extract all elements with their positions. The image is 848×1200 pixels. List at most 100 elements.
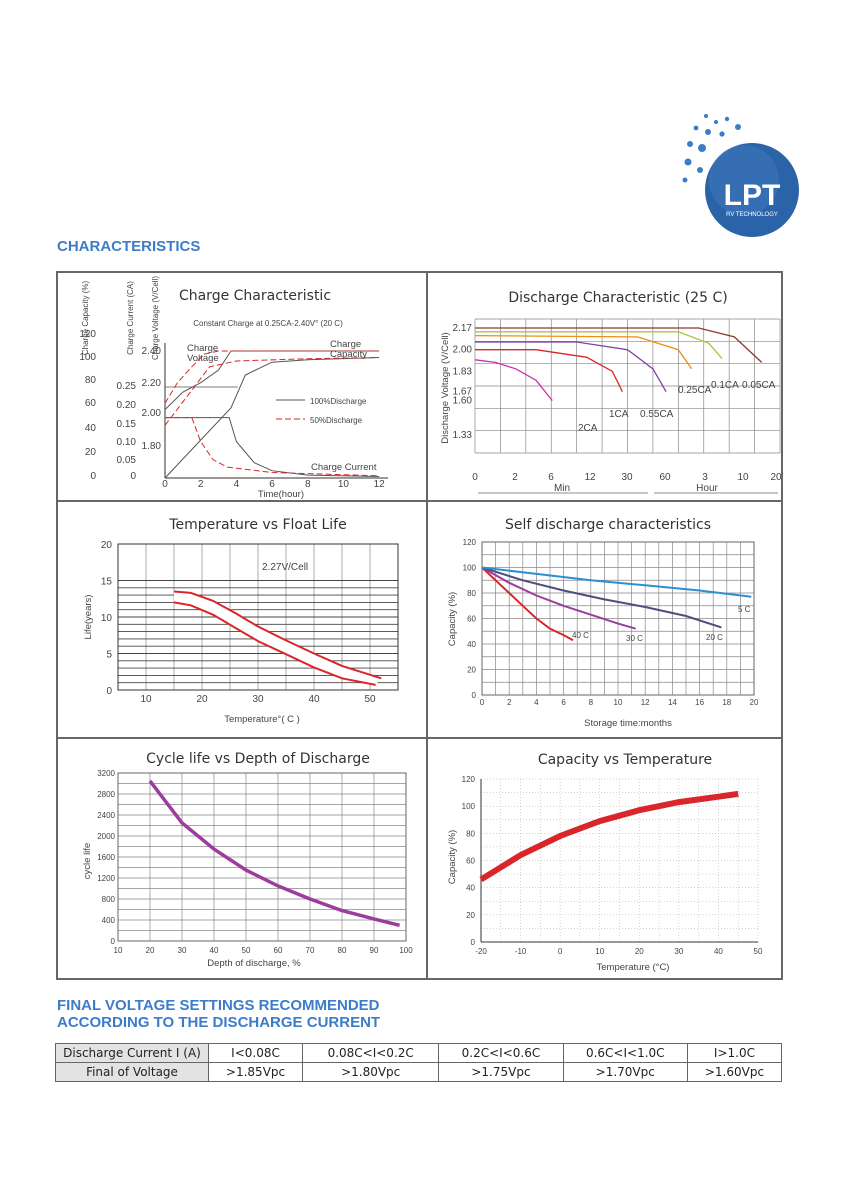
y-tick: 10: [101, 613, 113, 624]
lpt-logo: LPT RV TECHNOLOGY: [680, 110, 800, 240]
table-cell: >1.80Vpc: [302, 1062, 440, 1082]
y-tick: 0: [472, 691, 477, 700]
annotation-charge-voltage-2: Voltage: [187, 353, 219, 364]
series-line: [481, 566, 722, 629]
table-cell: Final of Voltage: [55, 1062, 209, 1082]
series-line: [481, 566, 636, 630]
y-tick: 80: [467, 589, 476, 598]
x-tick: 100: [399, 946, 413, 955]
y-tick: 100: [462, 802, 476, 811]
x-tick: 60: [659, 472, 671, 483]
x-tick: 0: [558, 947, 563, 956]
x-tick: 8: [589, 698, 594, 707]
x-axis-label: Temperature (°C): [597, 962, 670, 973]
x-unit-min: Min: [554, 483, 570, 494]
y-tick: 20: [466, 911, 475, 920]
series-line: [475, 327, 763, 363]
series-line: [164, 350, 380, 410]
series-line: [165, 417, 380, 477]
x-tick: 6: [269, 479, 275, 490]
x-tick: 2: [198, 479, 204, 490]
y-tick: 40: [466, 884, 475, 893]
y-tick: 1200: [97, 874, 115, 883]
chart-title: Temperature vs Float Life: [168, 517, 346, 533]
annotation-charge-current: Charge Current: [311, 462, 377, 473]
series-label: 0.25CA: [678, 385, 712, 396]
capacity-tick: 80: [85, 375, 97, 386]
x-tick: 2: [507, 698, 512, 707]
life-band: [174, 591, 382, 685]
x-tick: 12: [641, 698, 650, 707]
series-line: [164, 357, 380, 426]
y-tick: 80: [466, 829, 475, 838]
charge-characteristic-panel: Charge Characteristic Constant Charge at …: [58, 273, 426, 500]
x-tick: 10: [595, 947, 604, 956]
series-label: 40 C: [572, 631, 589, 640]
x-unit-hour: Hour: [696, 483, 718, 494]
y-tick: 2000: [97, 832, 115, 841]
y-axis-label: Capacity (%): [447, 830, 458, 884]
x-tick: 12: [374, 479, 386, 490]
y-tick: 0: [106, 686, 112, 697]
x-tick: 70: [306, 946, 315, 955]
x-tick: 18: [722, 698, 731, 707]
y-axis-label: Capacity (%): [447, 592, 458, 646]
x-tick: 0: [162, 479, 168, 490]
series-label: 0.1CA: [711, 380, 739, 391]
voltage-tick: 2.20: [142, 378, 162, 389]
y-tick: 1.83: [453, 366, 473, 377]
x-tick: 16: [695, 698, 704, 707]
float-life-panel: Temperature vs Float Life 2.27V/Cell 20 15 1…: [58, 502, 426, 737]
x-tick: 60: [274, 946, 283, 955]
y-tick: 0: [471, 938, 476, 947]
series-label: 5 C: [738, 605, 751, 614]
series-label: 1CA: [609, 409, 629, 420]
y-tick: 1.67: [453, 387, 473, 398]
capacity-tick: 40: [85, 423, 97, 434]
table-cell: Discharge Current I (A): [55, 1043, 209, 1063]
plot-border: [481, 541, 755, 696]
x-tick: 14: [668, 698, 677, 707]
series-label: 2CA: [578, 423, 598, 434]
y-tick: 120: [463, 538, 477, 547]
series-line: [148, 779, 401, 927]
x-tick: 10: [140, 694, 152, 705]
y-tick: 3200: [97, 769, 115, 778]
chart-title: Capacity vs Temperature: [538, 752, 712, 768]
series-label: 0.05CA: [742, 380, 776, 391]
characteristics-heading: CHARACTERISTICS: [57, 238, 201, 255]
current-tick: 0.10: [117, 437, 137, 448]
vertical-divider: [426, 271, 428, 980]
axis-title: Charge Voltage (V/Cell): [151, 276, 160, 360]
annotation: 2.27V/Cell: [262, 562, 308, 573]
chart-title: Charge Characteristic: [179, 288, 331, 304]
x-tick: 10: [338, 479, 350, 490]
y-tick: 800: [102, 895, 116, 904]
y-tick: 20: [101, 540, 113, 551]
table-row: Final of Voltage >1.85Vpc >1.80Vpc >1.75…: [55, 1062, 783, 1082]
x-tick: 0: [480, 698, 485, 707]
x-tick: 3: [702, 472, 708, 483]
series-line-lower: [173, 601, 376, 686]
series-line: [475, 331, 723, 360]
capacity-tick: 0: [90, 471, 96, 482]
logo-subtext: RV TECHNOLOGY: [726, 212, 778, 218]
table-cell: >1.75Vpc: [438, 1062, 564, 1082]
discharge-characteristic-panel: Discharge Characteristic (25 C) 2.17 2.00 1…: [428, 273, 781, 500]
x-tick: 20: [750, 698, 759, 707]
series-label: 0.55CA: [640, 409, 674, 420]
x-tick: 30: [252, 694, 264, 705]
x-tick: 4: [534, 698, 539, 707]
horizontal-divider-1: [56, 500, 783, 502]
series-line: [475, 341, 667, 393]
x-tick: 10: [737, 472, 749, 483]
table-heading-line1: FINAL VOLTAGE SETTINGS RECOMMENDED: [57, 997, 380, 1014]
table-cell: 0.08C<I<0.2C: [302, 1043, 440, 1063]
table-cell: I<0.08C: [207, 1043, 304, 1063]
y-tick: 15: [101, 577, 113, 588]
x-tick: 2: [512, 472, 518, 483]
series-line: [481, 566, 574, 642]
axis-title: Charge Capacity (%): [81, 281, 90, 356]
charts-frame: [56, 271, 783, 980]
x-tick: 40: [210, 946, 219, 955]
